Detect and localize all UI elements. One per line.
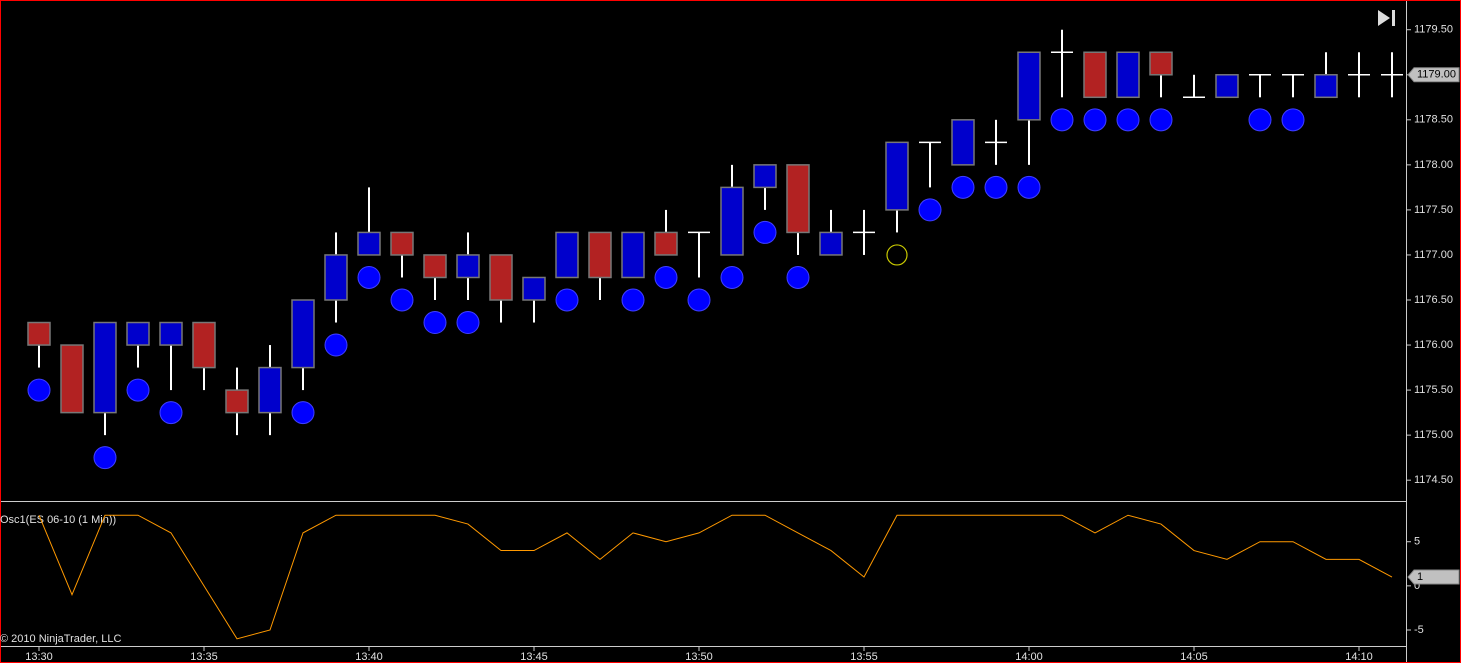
candle-body [126, 321, 150, 346]
scroll-end-button[interactable] [1378, 10, 1395, 26]
x-tick-label: 14:05 [1180, 651, 1208, 663]
candle-body [456, 254, 480, 279]
x-tick-label: 13:50 [685, 651, 713, 663]
y-tick-label: -5 [1414, 624, 1424, 636]
y-tick-label: 0 [1414, 580, 1420, 592]
oscillator-title: Osc1(ES 06-10 (1 Min)) [0, 514, 116, 526]
signal-dot [654, 265, 678, 289]
x-tick-label: 13:45 [520, 651, 548, 663]
y-tick-label: 1178.00 [1414, 159, 1453, 171]
candle-body [93, 321, 117, 414]
y-tick-label: 1177.50 [1414, 204, 1453, 216]
signal-dot [621, 288, 645, 312]
candle-body [390, 231, 414, 256]
candle-body [786, 164, 810, 234]
signal-dot [720, 265, 744, 289]
x-tick-label: 13:35 [190, 651, 218, 663]
x-tick-label: 14:10 [1345, 651, 1373, 663]
y-tick-label: 5 [1414, 536, 1420, 548]
candle-body [60, 344, 84, 414]
signal-dot [1149, 108, 1173, 132]
oscillator-line [38, 514, 1393, 640]
signal-dot [951, 175, 975, 199]
candle-body [258, 366, 282, 414]
y-tick-label: 1179.50 [1414, 24, 1453, 36]
signal-dot [753, 220, 777, 244]
last-value-label: 1179.00 [1417, 69, 1456, 81]
candle-body [621, 231, 645, 279]
signal-dot [126, 378, 150, 402]
y-tick-label: 1175.00 [1414, 429, 1453, 441]
signal-dot [555, 288, 579, 312]
candle-body [291, 299, 315, 369]
candle-body [753, 164, 777, 189]
hollow-dot [886, 244, 908, 266]
last-value-label: 1 [1417, 571, 1423, 583]
candle-body [423, 254, 447, 279]
signal-dot [159, 401, 183, 425]
last-value-marker [1407, 67, 1460, 83]
signal-dot [918, 198, 942, 222]
candle-body [1149, 51, 1173, 76]
candle-body [654, 231, 678, 256]
scroll-end-arrow [1378, 10, 1390, 26]
candle-body [1215, 74, 1239, 99]
signal-dot [324, 333, 348, 357]
last-value-marker [1407, 569, 1460, 585]
signal-dot [291, 401, 315, 425]
signal-dot [1083, 108, 1107, 132]
x-tick-label: 13:30 [25, 651, 53, 663]
scroll-end-bar [1392, 10, 1395, 26]
candle-body [522, 276, 546, 301]
signal-dot [687, 288, 711, 312]
candle-body [588, 231, 612, 279]
x-tick-label: 13:55 [850, 651, 878, 663]
copyright: © 2010 NinjaTrader, LLC [0, 633, 121, 645]
candle-body [27, 321, 51, 346]
candle-body [1083, 51, 1107, 99]
candle-body [1017, 51, 1041, 121]
signal-dot [456, 311, 480, 335]
signal-dot [1281, 108, 1305, 132]
y-tick-label: 1175.50 [1414, 384, 1453, 396]
candle-body [192, 321, 216, 369]
signal-dot [984, 175, 1008, 199]
signal-dot [357, 265, 381, 289]
signal-dot [786, 265, 810, 289]
candle-body [489, 254, 513, 301]
candle-body [159, 321, 183, 346]
signal-dot [1050, 108, 1074, 132]
candle-body [1116, 51, 1140, 99]
y-tick-label: 1174.50 [1414, 474, 1453, 486]
signal-dot [390, 288, 414, 312]
y-tick-label: 1176.00 [1414, 339, 1453, 351]
candle-body [225, 389, 249, 414]
candle-body [819, 231, 843, 256]
signal-dot [1248, 108, 1272, 132]
candle-body [555, 231, 579, 279]
candle-body [951, 119, 975, 166]
candle-body [1314, 74, 1338, 99]
y-tick-label: 1178.50 [1414, 114, 1453, 126]
candle-body [720, 186, 744, 256]
signal-dot [27, 378, 51, 402]
y-tick-label: 1176.50 [1414, 294, 1453, 306]
signal-dot [1116, 108, 1140, 132]
signal-dot [423, 311, 447, 335]
signal-dot [1017, 175, 1041, 199]
x-tick-label: 14:00 [1015, 651, 1043, 663]
candle-body [357, 231, 381, 256]
y-tick-label: 1177.00 [1414, 249, 1453, 261]
candle-body [324, 254, 348, 301]
candle-body [885, 141, 909, 211]
signal-dot [93, 446, 117, 470]
x-tick-label: 13:40 [355, 651, 383, 663]
